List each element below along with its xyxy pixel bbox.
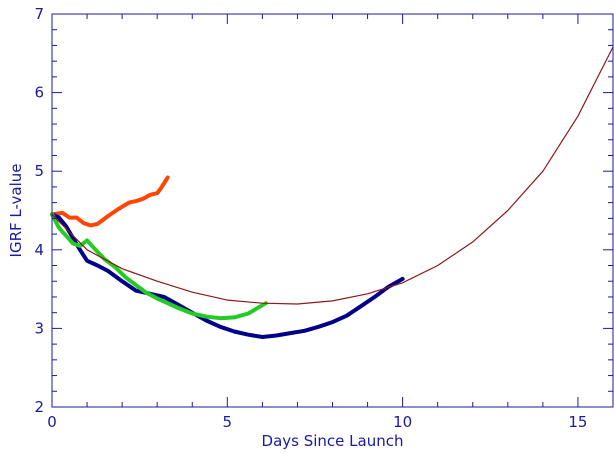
series-line-4 (51, 46, 614, 305)
x-tick-label: 0 (47, 413, 57, 431)
series-layer (50, 46, 614, 339)
y-tick-label: 4 (34, 241, 44, 259)
series-line-3 (50, 212, 268, 321)
y-tick-label: 3 (34, 319, 44, 337)
y-axis-title: IGRF L-value (7, 164, 25, 258)
y-tick-label: 5 (34, 162, 44, 180)
y-tick-label: 2 (34, 398, 44, 416)
x-axis-title: Days Since Launch (262, 432, 404, 450)
axes-layer: 0 5 10 15 2 3 4 5 6 7 (34, 5, 614, 431)
x-tick-label: 15 (568, 413, 587, 431)
y-tick-label: 7 (34, 5, 44, 23)
plot-frame (51, 13, 614, 408)
x-tick-label: 5 (223, 413, 233, 431)
y-tick-label: 6 (34, 84, 44, 102)
series-line-1 (50, 175, 170, 228)
x-tick-label: 10 (393, 413, 412, 431)
series-line-2 (50, 212, 405, 339)
